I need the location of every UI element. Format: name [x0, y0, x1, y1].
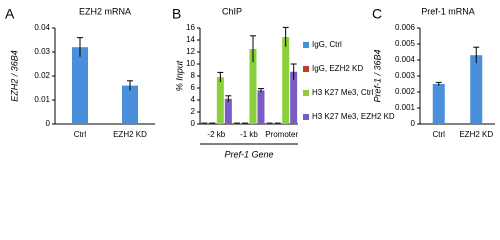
bar — [122, 85, 138, 124]
legend-label: IgG, Ctrl — [312, 40, 342, 49]
y-tick-label: 14 — [186, 35, 195, 44]
x-tick-label: Ctrl — [433, 130, 446, 139]
y-axis-label: Pref-1 / 36B4 — [372, 49, 382, 102]
x-tick-label: -2 kb — [207, 130, 225, 139]
bar — [72, 47, 88, 125]
legend-label: H3 K27 Me3, Ctrl — [312, 88, 374, 97]
y-tick-label: 0.004 — [395, 55, 416, 64]
y-tick-label: 0.005 — [395, 39, 416, 48]
y-tick-label: 0.02 — [34, 71, 50, 80]
bar — [249, 49, 257, 124]
panel-label: C — [372, 6, 382, 22]
x-tick-label: EZH2 KD — [113, 130, 147, 139]
y-tick-label: 0.03 — [34, 47, 50, 56]
y-tick-label: 16 — [186, 23, 195, 32]
legend-label: H3 K27 Me3, EZH2 KD — [312, 112, 395, 121]
y-tick-label: 0.002 — [395, 87, 416, 96]
y-tick-label: 0 — [191, 119, 196, 128]
chart-title: EZH2 mRNA — [79, 6, 131, 16]
y-tick-label: 0 — [411, 119, 416, 128]
chart-title: Pref-1 mRNA — [421, 6, 475, 16]
legend-swatch — [303, 114, 309, 120]
panel-label: B — [172, 6, 181, 22]
y-tick-label: 0.006 — [395, 23, 416, 32]
y-tick-label: 12 — [186, 47, 195, 56]
x-tick-label: Ctrl — [74, 130, 87, 139]
bar — [257, 90, 265, 124]
x-tick-label: -1 kb — [240, 130, 258, 139]
bar — [290, 71, 298, 124]
legend-swatch — [303, 66, 309, 72]
y-tick-label: 0.04 — [34, 23, 50, 32]
bar — [470, 55, 483, 125]
legend-label: IgG, EZH2 KD — [312, 64, 363, 73]
y-tick-label: 0 — [46, 119, 51, 128]
bar — [216, 77, 224, 124]
y-tick-label: 2 — [191, 107, 196, 116]
bar — [224, 98, 232, 124]
legend-swatch — [303, 90, 309, 96]
y-tick-label: 0.01 — [34, 95, 50, 104]
chart-title: ChIP — [222, 6, 242, 16]
y-tick-label: 0.003 — [395, 71, 416, 80]
figure: A EZH2 mRNA EZH2 / 36B4 0 0.01 0.02 0.03 0.04 Ct… — [5, 6, 495, 159]
x-axis-label: Pref-1 Gene — [224, 149, 273, 159]
y-axis-label: EZH2 / 36B4 — [9, 50, 19, 102]
y-tick-label: 8 — [191, 71, 196, 80]
x-tick-label: Promoter — [265, 130, 298, 139]
y-tick-label: 4 — [191, 95, 196, 104]
y-tick-label: 6 — [191, 83, 196, 92]
y-tick-label: 10 — [186, 59, 195, 68]
bar — [432, 84, 445, 124]
bar — [282, 37, 290, 124]
panel-label: A — [5, 6, 15, 22]
legend-swatch — [303, 42, 309, 48]
x-tick-label: EZH2 KD — [459, 130, 493, 139]
y-tick-label: 0.001 — [395, 103, 416, 112]
y-axis-label: % Input — [174, 60, 184, 91]
